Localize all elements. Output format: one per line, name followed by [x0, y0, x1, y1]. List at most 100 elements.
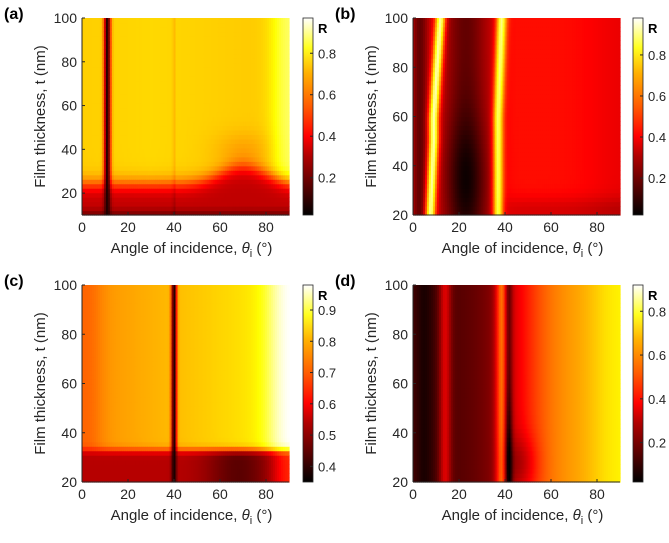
heatmap-cell — [87, 103, 91, 109]
heatmap-cell — [209, 98, 212, 104]
heatmap-cell — [105, 206, 109, 212]
heatmap-cell — [131, 107, 135, 113]
heatmap-cell — [261, 152, 264, 158]
heatmap-cell — [91, 116, 95, 122]
heatmap-cell — [263, 44, 266, 50]
heatmap-cell — [127, 206, 131, 212]
heatmap-cell — [225, 210, 228, 216]
heatmap-cell — [255, 147, 258, 153]
heatmap-cell — [127, 147, 131, 153]
heatmap-cell — [175, 76, 179, 82]
heatmap-cell — [163, 120, 167, 127]
heatmap-cell — [261, 35, 264, 41]
heatmap-cell — [277, 67, 280, 73]
heatmap-cell — [125, 116, 129, 122]
heatmap-cell — [157, 53, 161, 59]
heatmap-cell — [253, 49, 256, 55]
heatmap-cell — [169, 103, 173, 109]
heatmap-cell — [426, 94, 430, 100]
heatmap-cell — [285, 125, 288, 131]
heatmap-cell — [237, 67, 240, 73]
heatmap-cell — [129, 170, 133, 176]
heatmap-cell — [101, 183, 105, 189]
heatmap-cell — [155, 201, 159, 207]
heatmap-cell — [279, 116, 282, 122]
heatmap-cell — [213, 125, 216, 131]
heatmap-cell — [201, 89, 205, 95]
heatmap-cell — [424, 134, 428, 140]
heatmap-cell — [157, 143, 161, 149]
heatmap-cell — [95, 210, 99, 216]
heatmap-cell — [420, 103, 424, 109]
heatmap-cell — [165, 116, 169, 122]
heatmap-cell — [221, 62, 224, 68]
heatmap-cell — [121, 44, 125, 50]
heatmap-cell — [121, 197, 125, 203]
heatmap-cell — [253, 53, 256, 59]
heatmap-cell — [125, 26, 129, 33]
heatmap-cell — [137, 35, 141, 41]
heatmap-cell — [424, 31, 428, 37]
heatmap-cell — [418, 18, 422, 24]
heatmap-cell — [117, 98, 121, 104]
heatmap-cell — [85, 170, 89, 176]
heatmap-cell — [263, 103, 266, 109]
heatmap-cell — [265, 161, 268, 167]
heatmap-cell — [231, 85, 234, 91]
heatmap-cell — [249, 188, 252, 194]
heatmap-cell — [141, 129, 145, 136]
heatmap-cell — [273, 179, 276, 185]
heatmap-cell — [277, 183, 280, 189]
heatmap-cell — [185, 40, 189, 46]
heatmap-cell — [205, 103, 208, 109]
heatmap-cell — [285, 22, 288, 28]
heatmap-cell — [163, 147, 167, 153]
heatmap-cell — [424, 201, 428, 207]
heatmap-cell — [223, 49, 226, 55]
heatmap-cell — [283, 98, 286, 104]
heatmap-cell — [261, 161, 264, 167]
heatmap-cell — [277, 125, 280, 131]
heatmap-cell — [151, 179, 155, 185]
heatmap-cell — [177, 26, 181, 33]
heatmap-cell — [171, 58, 175, 64]
heatmap-cell — [87, 49, 91, 55]
heatmap-cell — [257, 26, 260, 33]
heatmap-cell — [183, 138, 187, 144]
heatmap-cell — [416, 188, 420, 194]
heatmap-cell — [205, 170, 208, 176]
heatmap-cell — [95, 129, 99, 136]
heatmap-cell — [161, 26, 165, 33]
heatmap-cell — [139, 143, 143, 149]
heatmap-cell — [251, 62, 254, 68]
heatmap-cell — [181, 98, 185, 104]
heatmap-cell — [416, 71, 420, 77]
heatmap-cell — [129, 53, 133, 59]
heatmap-cell — [95, 165, 99, 171]
heatmap-cell — [245, 89, 248, 95]
heatmap-cell — [129, 22, 133, 28]
heatmap-cell — [273, 192, 276, 198]
heatmap-cell — [163, 18, 167, 24]
heatmap-cell — [219, 170, 222, 176]
heatmap-cell — [171, 192, 175, 198]
heatmap-cell — [97, 107, 101, 113]
heatmap-cell — [237, 206, 240, 212]
heatmap-cell — [219, 138, 222, 144]
heatmap-cell — [101, 170, 105, 176]
heatmap-cell — [285, 147, 288, 153]
heatmap-cell — [209, 120, 212, 127]
heatmap-cell — [281, 62, 284, 68]
heatmap-cell — [213, 179, 216, 185]
heatmap-cell — [223, 129, 226, 136]
heatmap-cell — [195, 152, 199, 158]
heatmap-cell — [113, 89, 117, 95]
heatmap-cell — [89, 67, 93, 73]
heatmap-cell — [267, 76, 270, 82]
heatmap-cell — [247, 89, 250, 95]
heatmap-cell — [418, 138, 422, 144]
heatmap-cell — [143, 58, 147, 64]
heatmap-cell — [95, 53, 99, 59]
heatmap-cell — [171, 89, 175, 95]
